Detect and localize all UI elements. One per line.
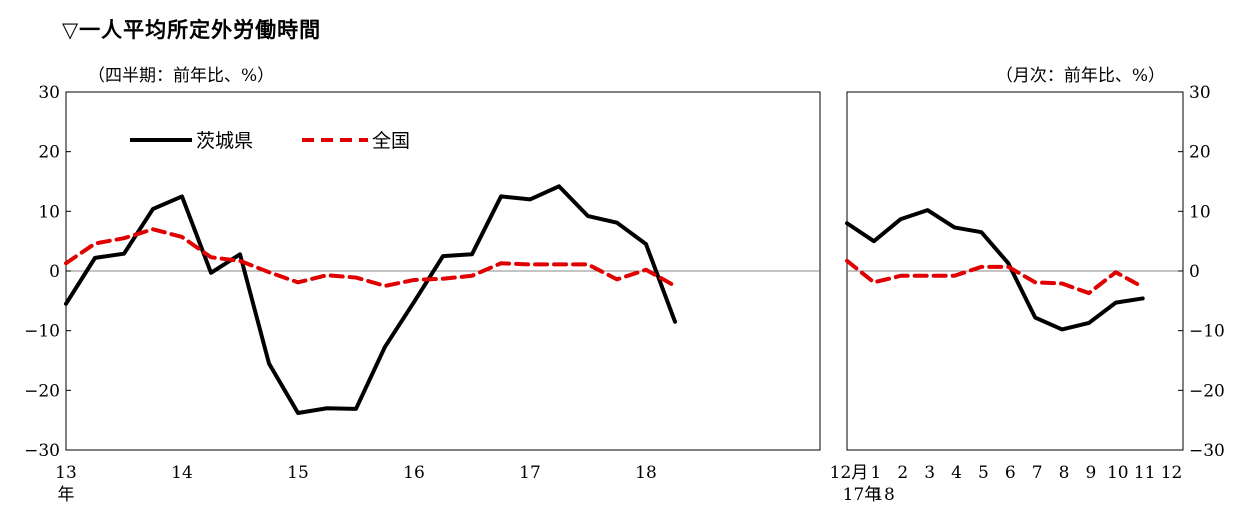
y-tick-label: −10 [1189,322,1225,342]
y-tick-label: 20 [1189,143,1211,163]
y-tick-label: 10 [1189,202,1211,222]
y-tick-label: −30 [1189,441,1225,461]
x-unit-label: 年 [58,485,75,505]
x-tick-label: 15 [287,463,309,483]
y-tick-label: 0 [49,262,60,282]
year-label: 17年 [843,485,882,505]
x-tick-label: 17 [519,463,541,483]
x-tick-label: 7 [1032,463,1043,483]
x-tick-label: 8 [1059,463,1070,483]
y-tick-label: 10 [38,202,60,222]
page-title: ▽一人平均所定外労働時間 [62,18,322,42]
x-tick-label: 5 [978,463,989,483]
chart-subtitle: （月次：前年比、%） [996,66,1165,86]
y-tick-label: −20 [24,381,60,401]
series-line-national [64,227,677,288]
y-tick-label: 20 [38,143,60,163]
legend: 茨城県 全国 [130,130,410,152]
legend-label-ibaraki: 茨城県 [196,130,253,152]
series-line-ibaraki [64,184,677,416]
x-tick-label: 11 [1134,463,1156,483]
legend-label-national: 全国 [372,130,410,152]
x-tick-label: 12月 [830,463,869,483]
x-tick-label: 13 [55,463,77,483]
x-tick-label: 4 [951,463,962,483]
x-tick-label: 18 [635,463,657,483]
x-tick-label: 2 [897,463,908,483]
series-line-ibaraki [845,208,1145,332]
x-tick-label: 6 [1005,463,1016,483]
x-tick-label: 10 [1107,463,1129,483]
y-tick-label: −10 [24,322,60,342]
y-tick-label: −20 [1189,381,1225,401]
y-tick-label: 30 [1189,83,1211,103]
x-tick-label: 1 [870,463,881,483]
x-tick-label: 12 [1161,463,1183,483]
y-tick-label: −30 [24,441,60,461]
x-tick-label: 9 [1086,463,1097,483]
y-tick-label: 0 [1189,262,1200,282]
year-label: 18 [873,485,895,505]
series-line-national [845,258,1145,296]
x-tick-label: 3 [924,463,935,483]
x-tick-label: 16 [403,463,425,483]
chart-subtitle: （四半期：前年比、%） [88,66,274,86]
y-tick-label: 30 [38,83,60,103]
x-tick-label: 14 [171,463,193,483]
